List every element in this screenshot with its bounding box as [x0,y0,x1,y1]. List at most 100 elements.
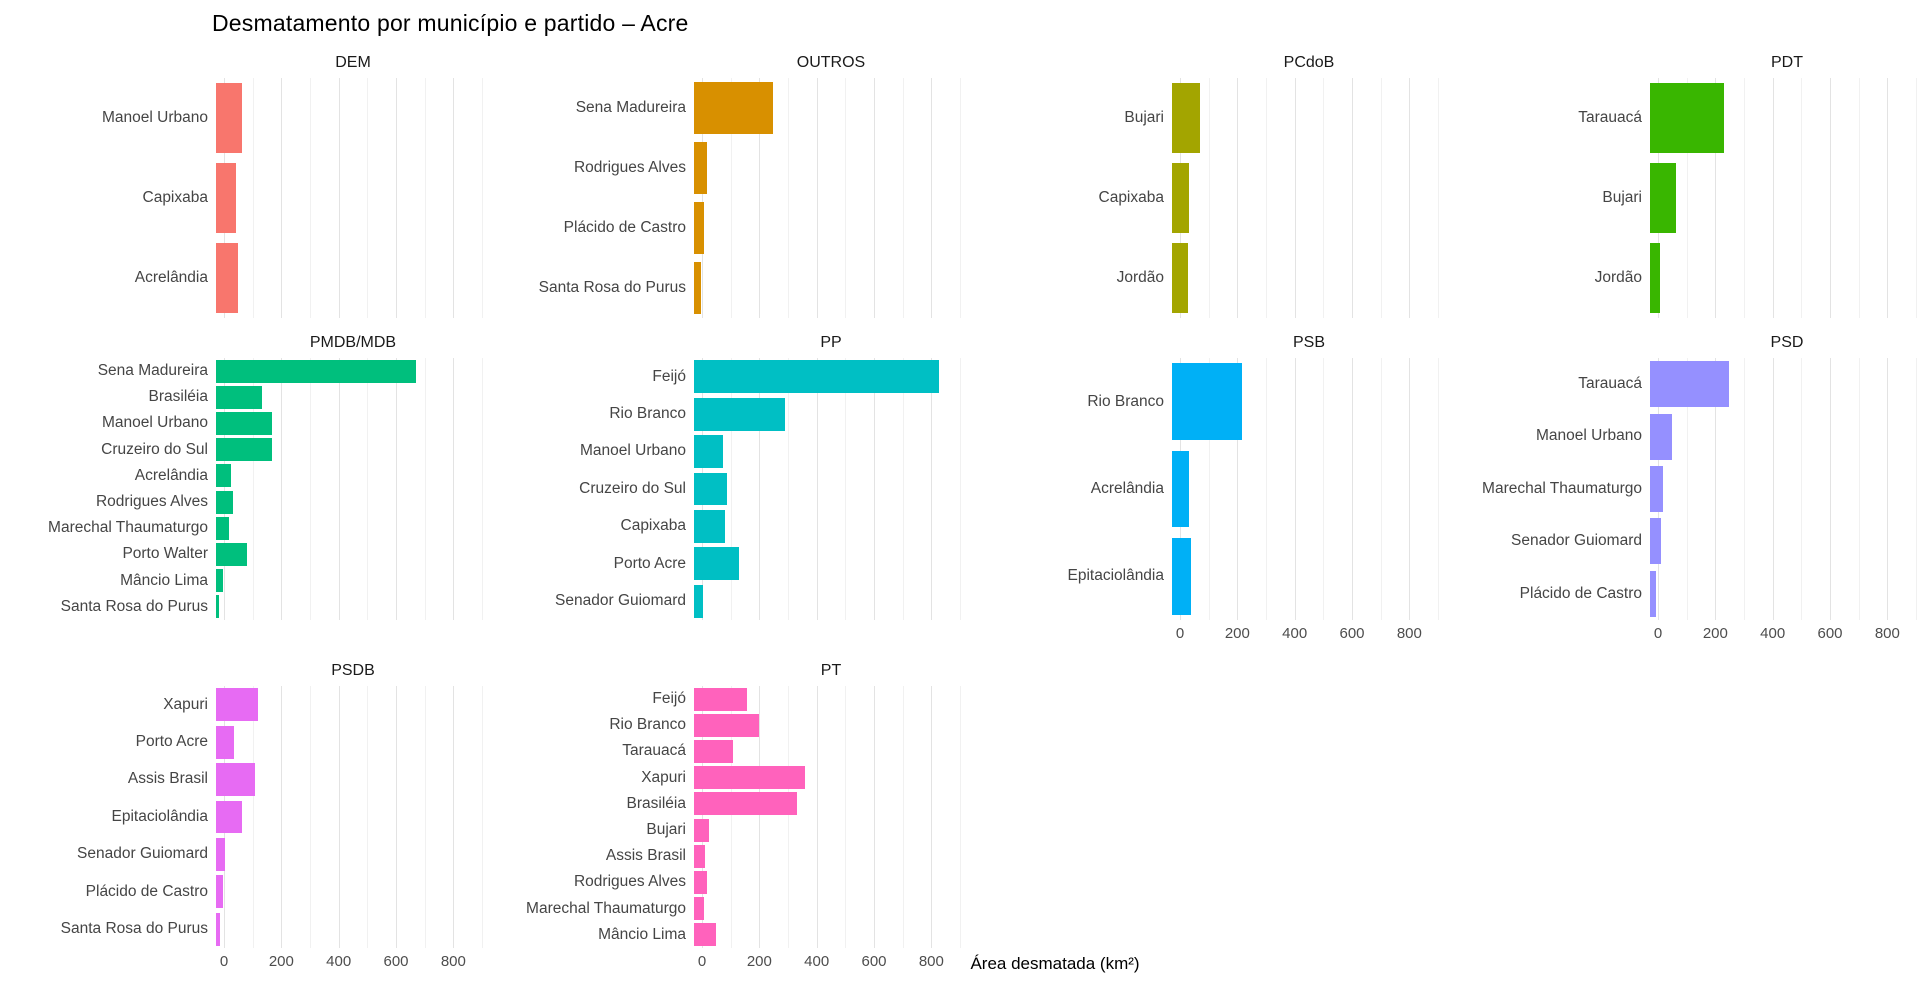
minor-gridline [845,358,847,620]
major-gridline [1830,358,1831,620]
bar [694,713,760,737]
category-label: Senador Guiomard [555,592,686,610]
category-label: Porto Walter [122,545,208,563]
major-gridline [702,686,703,948]
minor-gridline [1686,78,1688,318]
category-label: Brasiléia [148,388,208,406]
bar [1650,242,1661,314]
bar [216,162,237,234]
bar-slot [694,138,952,198]
major-gridline [281,78,283,318]
bar-row: Acrelândia [4,463,482,489]
bar-slot [1650,515,1908,567]
bar-slot [1172,158,1430,238]
minor-gridline [1744,78,1745,318]
bar-slot [694,686,952,712]
category-label: Cruzeiro do Sul [579,479,686,497]
minor-gridline [1801,78,1803,318]
bar [1650,82,1724,154]
major-gridline [1237,358,1239,620]
bar [694,584,704,618]
bar-slot [694,258,952,318]
category-label: Cruzeiro do Sul [101,440,208,458]
bar [694,687,748,711]
minor-gridline [367,358,369,620]
bar-slot [1650,358,1908,410]
bar-slot [1650,158,1908,238]
category-label: Manoel Urbano [102,414,208,432]
bar [216,595,220,619]
bar-slot [1172,445,1430,532]
minor-gridline [1266,358,1267,620]
category-label: Acrelândia [134,268,208,286]
bar [216,385,263,409]
minor-gridline [902,78,904,318]
bar-slot [216,568,474,594]
category-label: Santa Rosa do Purus [60,920,208,938]
tick-label: 600 [1339,625,1365,642]
facet-title: DEM [335,54,371,71]
facet-panel: Manoel Urbano Capixaba Acrelândia [4,78,483,318]
minor-gridline [960,358,961,620]
facet-panel: Bujari Capixaba Jordão [960,78,1439,318]
bar-row: Plácido de Castro [482,198,960,258]
bar-row: Brasiléia [482,791,960,817]
major-gridline [1887,78,1889,318]
bar [694,739,733,764]
minor-gridline [482,358,483,620]
bar-row: Jordão [960,238,1438,318]
tick-label: 400 [804,953,830,970]
bar-row: Sena Madureira [482,78,960,138]
tick-label: 800 [1874,625,1900,642]
category-label: Rio Branco [609,716,686,734]
category-label: Acrelândia [134,466,208,484]
category-label: Porto Acre [613,554,686,572]
bar-row: Porto Acre [482,545,960,582]
bar-slot [216,541,474,567]
bar-slot [694,869,952,895]
bar-row: Rio Branco [482,395,960,432]
bar [216,912,220,946]
bar-slot [694,765,952,791]
bar [694,201,705,255]
bar-row: Assis Brasil [4,761,482,798]
bar-row: Manoel Urbano [1438,410,1916,462]
minor-gridline [788,358,789,620]
bar [694,897,705,921]
bar-rows: Tarauacá Manoel Urbano Marechal Thaumaturg… [1438,358,1916,620]
bar-row: Acrelândia [960,445,1438,532]
major-gridline [874,78,875,318]
minor-gridline [310,358,311,620]
bar-slot [694,896,952,922]
bar [1172,363,1242,441]
minor-gridline [845,686,847,948]
major-gridline [759,358,761,620]
category-label: Bujari [1602,188,1642,206]
category-label: Manoel Urbano [1536,427,1642,445]
bar [1650,361,1729,408]
bar-row: Senador Guiomard [4,836,482,873]
bar [216,875,223,909]
category-label: Plácido de Castro [563,218,686,236]
minor-gridline [310,78,311,318]
x-axis-ticks: 0 200 400 600 800 [698,948,960,974]
minor-gridline [1438,358,1439,620]
bar-row: Bujari [482,817,960,843]
tick-label: 200 [1702,625,1728,642]
bar [694,818,710,842]
bar-slot [216,515,474,541]
minor-gridline [482,686,483,948]
minor-gridline [1858,78,1860,318]
bar [216,763,255,797]
bar [216,800,243,834]
bar-row: Marechal Thaumaturgo [1438,463,1916,515]
bar-slot [694,922,952,948]
bar-slot [1650,78,1908,158]
minor-gridline [1916,78,1917,318]
major-gridline [702,78,703,318]
category-label: Tarauacá [1578,108,1642,126]
major-gridline [1887,358,1889,620]
bar-row: Porto Walter [4,541,482,567]
bar-slot [694,470,952,507]
category-label: Senador Guiomard [77,845,208,863]
